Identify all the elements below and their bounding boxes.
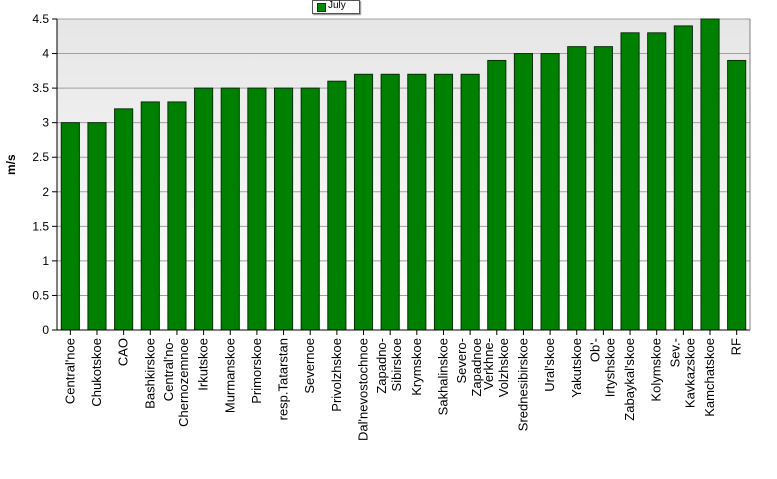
x-tick-label: Irkutskoe — [196, 338, 211, 391]
bar — [700, 18, 720, 331]
y-tick-label: 4 — [42, 47, 49, 61]
x-tick-label: Severnoe — [302, 338, 317, 394]
bar — [487, 59, 507, 331]
bar — [567, 46, 587, 331]
y-tick-label: 3 — [42, 116, 49, 130]
x-tick-label: Dal'nevostochnoe — [356, 338, 371, 441]
bar — [87, 122, 107, 331]
x-tick-label: Kolymskoe — [649, 338, 664, 402]
bar — [273, 87, 294, 331]
x-tick-label: Sev.-Kavkazskoe — [667, 338, 697, 408]
x-tick-label: Sakhalinskoe — [435, 338, 450, 415]
x-tick-label: Privolzhskoe — [329, 338, 344, 412]
x-tick-label: Kamchatskoe — [702, 338, 717, 417]
bar — [407, 73, 427, 331]
y-tick-labels: 0 0.5 1 1.5 2 2.5 3 3.5 4 4.5 — [32, 12, 49, 337]
x-tick-label: Murmanskoe — [222, 338, 237, 413]
bar — [727, 59, 747, 331]
bar — [513, 53, 534, 331]
x-tick-label: Bashkirskoe — [142, 338, 157, 409]
x-tick-labels: Central'noe Chukotskoe CAO Bashkirskoe Centr… — [62, 330, 744, 441]
axes — [56, 19, 751, 331]
x-tick-label: Ural'skoe — [542, 338, 557, 392]
bar — [380, 73, 400, 331]
bar — [220, 87, 240, 331]
x-tick-label: Central'no-Chernozemnoe — [161, 338, 191, 427]
bar — [433, 73, 454, 331]
x-tick-label: Primorskoe — [249, 338, 264, 404]
y-tick-label: 1 — [42, 254, 49, 268]
bar — [593, 46, 613, 331]
x-tick-label: Krymskoe — [409, 338, 424, 396]
y-tick-label: 1.5 — [32, 219, 49, 233]
bar — [353, 73, 374, 331]
legend-label-july: July — [328, 0, 346, 11]
x-tick-label: Ob'-Irtyshskoe — [587, 338, 617, 397]
x-tick-label: Srednesibirskoe — [515, 338, 530, 431]
y-tick-label: 3.5 — [32, 81, 49, 95]
y-tick-label: 2.5 — [32, 150, 49, 164]
bar — [647, 32, 667, 331]
y-tick-label: 0.5 — [32, 288, 49, 302]
y-tick-label: 2 — [42, 185, 49, 199]
x-tick-label: Chukotskoe — [89, 338, 104, 407]
bar — [327, 80, 347, 331]
bar — [194, 87, 214, 331]
legend-swatch-july — [317, 3, 326, 12]
x-tick-label: Severo-Zapadnoe — [454, 338, 484, 397]
bar — [114, 108, 134, 331]
x-tick-label: Central'noe — [62, 338, 77, 404]
x-tick-label: resp.Tatarstan — [276, 338, 291, 420]
x-tick-label: Zapadno-Sibirskoe — [374, 338, 404, 394]
plot-background — [57, 19, 750, 330]
y-tick-label: 0 — [42, 323, 49, 337]
x-tick-label: Zabaykal'skoe — [622, 338, 637, 421]
bar — [300, 87, 320, 331]
x-tick-label: RF — [729, 338, 744, 355]
bar — [620, 32, 640, 331]
bar — [167, 101, 187, 331]
x-tick-label: CAO — [116, 338, 131, 366]
y-axis-label: m/s — [4, 154, 18, 175]
bar — [60, 122, 80, 331]
x-tick-label: Verkhne-Volzhskoe — [481, 338, 511, 397]
bar — [460, 73, 480, 331]
bar — [673, 25, 693, 331]
bar — [540, 53, 560, 331]
bar — [140, 101, 160, 331]
bar — [247, 87, 267, 331]
x-tick-label: Yakutskoe — [569, 338, 584, 398]
y-tick-label: 4.5 — [32, 12, 49, 26]
legend: July — [312, 0, 360, 14]
